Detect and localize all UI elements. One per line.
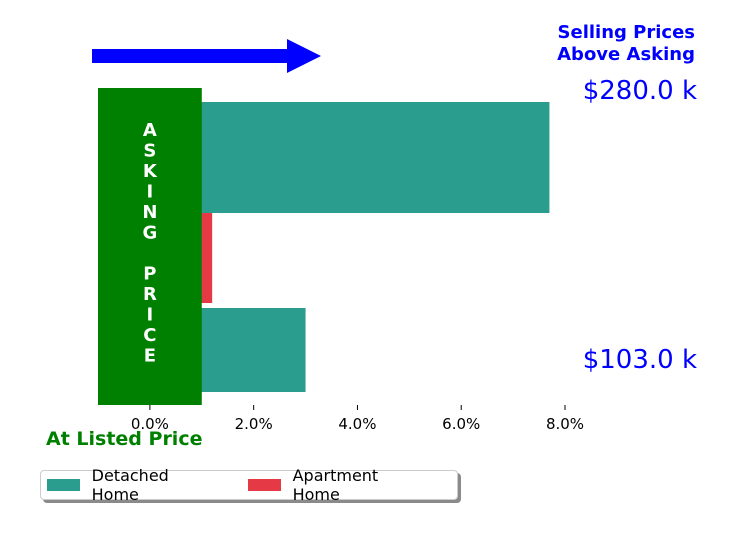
above-asking-title-line2: Above Asking (557, 44, 695, 65)
bars-group (149, 102, 550, 392)
at-listed-price-title: At Listed Price (46, 428, 202, 450)
asking-price-letter: I (147, 305, 154, 326)
legend: Detached Home Apartment Home (40, 466, 458, 504)
asking-price-letter: S (143, 141, 156, 162)
asking-price-letter: N (142, 202, 157, 223)
x-axis: 0.0% 2.0% 4.0% 6.0% 8.0% (131, 405, 584, 433)
x-tick-label: 6.0% (442, 415, 480, 433)
price-label-top: $280.0 k (583, 76, 697, 106)
legend-label-detached: Detached Home (91, 466, 169, 504)
legend-label-apartment: Apartment Home (292, 466, 379, 504)
x-tick-label: 4.0% (338, 415, 376, 433)
legend-item-detached: Detached Home (47, 466, 216, 504)
asking-price-letter: K (143, 161, 158, 182)
x-tick-label: 8.0% (546, 415, 584, 433)
legend-swatch-detached (47, 479, 80, 491)
arrow-icon (92, 39, 321, 73)
asking-price-letter: P (143, 264, 156, 285)
asking-price-letter: R (143, 284, 157, 305)
bar-detached-home-0 (149, 102, 550, 213)
asking-price-letter: I (147, 182, 154, 203)
asking-price-rect (98, 88, 202, 405)
above-asking-title-line1: Selling Prices (558, 22, 695, 43)
price-label-bottom: $103.0 k (583, 345, 697, 375)
asking-price-letter: A (143, 120, 157, 141)
x-tick-label: 0.0% (131, 415, 169, 433)
legend-item-apartment: Apartment Home (247, 466, 425, 504)
asking-price-letter: E (144, 346, 156, 367)
asking-price-letter: G (142, 223, 157, 244)
x-tick-label: 2.0% (235, 415, 273, 433)
right-arrow-icon (92, 39, 321, 73)
legend-swatch-apartment (247, 479, 281, 491)
asking-price-letter: C (143, 325, 156, 346)
